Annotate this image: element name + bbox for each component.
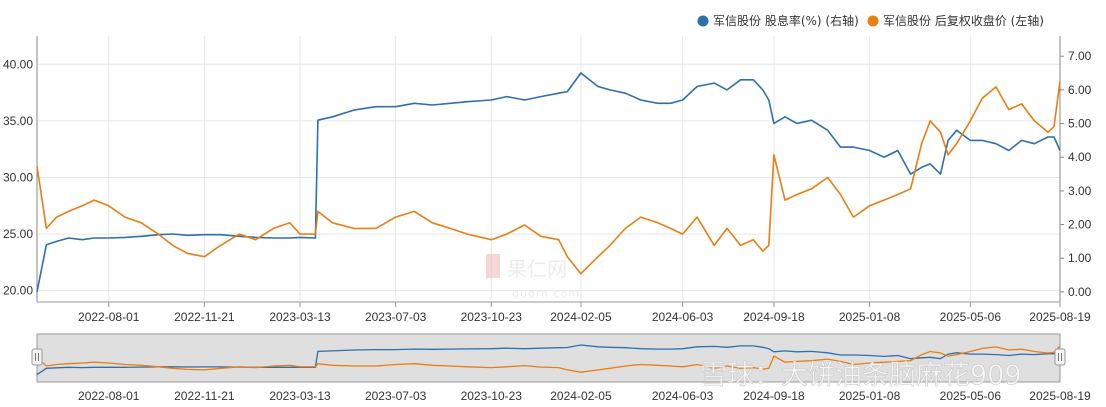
navigator-x-tick-label: 2025-08-19 (1029, 389, 1091, 403)
x-axis-ticks: 2022-08-01 2022-11-21 2023-03-13 2023-07-03… (78, 302, 1091, 324)
navigator-x-ticks: 2022-08-01 2022-11-21 2023-03-13 2023-07-03… (78, 389, 1091, 403)
navigator-selection[interactable] (36, 333, 1061, 383)
navigator-x-tick-label: 2023-07-03 (365, 389, 427, 403)
right-tick-label: 0.00 (1068, 285, 1092, 299)
navigator-x-tick-label: 2023-10-23 (461, 389, 523, 403)
navigator-line-dividend-yield (36, 344, 1061, 376)
right-tick-label: 2.00 (1068, 218, 1092, 232)
right-axis-ticks: 0.00 1.00 2.00 3.00 4.00 5.00 6.00 7.00 (1060, 49, 1092, 299)
navigator-handle-right[interactable] (1054, 348, 1066, 366)
legend-marker-price (867, 15, 879, 27)
x-tick-label: 2025-01-08 (839, 310, 901, 324)
navigator-x-tick-label: 2025-05-06 (940, 389, 1002, 403)
x-tick-label: 2022-08-01 (78, 310, 140, 324)
right-tick-label: 1.00 (1068, 251, 1092, 265)
legend-marker-dividend-yield (697, 15, 709, 27)
watermark-logo-box (486, 254, 500, 278)
right-tick-label: 4.00 (1068, 150, 1092, 164)
navigator-series (36, 344, 1061, 376)
navigator[interactable]: 2022-08-01 2022-11-21 2023-03-13 2023-07-03… (31, 333, 1091, 403)
main-plot: 20.00 25.00 30.00 35.00 40.00 0.00 1.00 2.00 3.… (3, 36, 1092, 324)
x-tick-label: 2025-05-06 (940, 310, 1002, 324)
navigator-x-tick-label: 2023-03-13 (269, 389, 331, 403)
x-tick-label: 2024-06-03 (652, 310, 714, 324)
left-tick-label: 30.00 (3, 170, 33, 184)
navigator-handle-left[interactable] (31, 348, 43, 366)
navigator-x-tick-label: 2022-08-01 (78, 389, 140, 403)
left-tick-label: 35.00 (3, 114, 33, 128)
left-tick-label: 25.00 (3, 227, 33, 241)
left-tick-label: 20.00 (3, 284, 33, 298)
x-tick-label: 2023-07-03 (365, 310, 427, 324)
legend-item-price[interactable]: 军信股份 后复权收盘价 (左轴) (867, 13, 1045, 28)
navigator-x-tick-label: 2024-06-03 (652, 389, 714, 403)
watermark-center-main: 果仁网 (507, 257, 567, 281)
watermark-center-sub: guorn.com (512, 287, 580, 300)
x-tick-label: 2025-08-19 (1029, 310, 1091, 324)
right-tick-label: 6.00 (1068, 83, 1092, 97)
right-tick-label: 7.00 (1068, 49, 1092, 63)
navigator-x-tick-label: 2022-11-21 (174, 389, 235, 403)
series-lines (36, 72, 1061, 293)
left-tick-label: 40.00 (3, 57, 33, 71)
navigator-line-price (36, 345, 1061, 373)
left-axis-ticks: 20.00 25.00 30.00 35.00 40.00 (3, 57, 33, 297)
navigator-x-tick-label: 2024-09-18 (743, 389, 805, 403)
navigator-x-tick-label: 2025-01-08 (839, 389, 901, 403)
x-tick-label: 2024-02-05 (550, 310, 612, 324)
legend-item-dividend-yield[interactable]: 军信股份 股息率(%) (右轴) (697, 13, 859, 28)
x-tick-label: 2024-09-18 (743, 310, 805, 324)
right-tick-label: 5.00 (1068, 117, 1092, 131)
x-tick-label: 2023-03-13 (269, 310, 331, 324)
watermark-bottom-right: 雪球：大饼油条脑麻花909 (700, 360, 1022, 391)
right-tick-label: 3.00 (1068, 184, 1092, 198)
legend-label-dividend-yield: 军信股份 股息率(%) (右轴) (713, 13, 859, 28)
x-tick-label: 2022-11-21 (174, 310, 235, 324)
navigator-x-tick-label: 2024-02-05 (550, 389, 612, 403)
legend-label-price: 军信股份 后复权收盘价 (左轴) (883, 13, 1044, 28)
x-tick-label: 2023-10-23 (461, 310, 523, 324)
legend[interactable]: 军信股份 股息率(%) (右轴) 军信股份 后复权收盘价 (左轴) (697, 13, 1045, 28)
watermark-center: 果仁网 guorn.com (486, 254, 580, 300)
